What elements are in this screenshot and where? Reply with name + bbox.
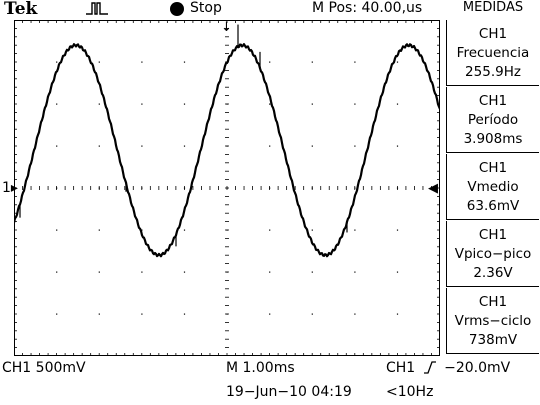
channel1-trace bbox=[14, 43, 440, 258]
measurement-name: Vpico−pico bbox=[454, 246, 532, 262]
measurement-mean[interactable]: CH1 Vmedio 63.6mV bbox=[446, 154, 539, 220]
pulse-trigger-icon bbox=[86, 2, 108, 15]
date-time: 19−Jun−10 04:19 bbox=[226, 384, 352, 400]
trace-noise-spikes bbox=[19, 24, 348, 247]
measurement-value: 255.9Hz bbox=[465, 64, 521, 80]
measurement-rms[interactable]: CH1 Vrms−ciclo 738mV bbox=[446, 288, 539, 354]
timebase: M 1.00ms bbox=[226, 360, 295, 376]
trigger-frequency: <10Hz bbox=[386, 384, 434, 400]
measurement-channel: CH1 bbox=[478, 160, 508, 176]
measurement-channel: CH1 bbox=[478, 26, 508, 42]
measurement-channel: CH1 bbox=[478, 93, 508, 109]
channel1-scale: CH1 500mV bbox=[2, 360, 86, 376]
measurement-name: Vrms−ciclo bbox=[454, 313, 532, 329]
trigger-channel: CH1 bbox=[386, 360, 416, 376]
brand-logo: Tek bbox=[4, 0, 38, 19]
measurement-value: 63.6mV bbox=[466, 198, 520, 214]
measurements-title: MEDIDAS bbox=[462, 0, 524, 15]
trigger-level: −20.0mV bbox=[444, 360, 511, 376]
horizontal-position: M Pos: 40.00,us bbox=[312, 0, 423, 16]
top-status-bar: Tek Stop M Pos: 40.00,us MEDIDAS bbox=[0, 0, 540, 19]
oscilloscope-screen bbox=[14, 20, 440, 356]
stop-indicator-icon bbox=[170, 2, 184, 16]
channel1-ground-marker: 1▸ bbox=[2, 180, 18, 196]
measurement-value: 3.908ms bbox=[463, 131, 523, 147]
acquisition-status: Stop bbox=[190, 0, 222, 16]
measurement-value: 738mV bbox=[468, 332, 518, 348]
measurement-frequency[interactable]: CH1 Frecuencia 255.9Hz bbox=[446, 20, 539, 86]
measurement-value: 2.36V bbox=[473, 265, 513, 281]
trigger-readout: CH1 −20.0mV bbox=[386, 360, 510, 376]
measurement-period[interactable]: CH1 Período 3.908ms bbox=[446, 87, 539, 153]
measurement-peak-to-peak[interactable]: CH1 Vpico−pico 2.36V bbox=[446, 221, 539, 287]
measurements-panel: CH1 Frecuencia 255.9Hz CH1 Período 3.908… bbox=[446, 20, 540, 358]
trigger-position-marker: ↓ bbox=[221, 20, 232, 35]
measurement-channel: CH1 bbox=[478, 294, 508, 310]
trigger-level-marker: ◀ bbox=[428, 181, 438, 196]
measurement-channel: CH1 bbox=[478, 227, 508, 243]
measurement-name: Vmedio bbox=[467, 179, 519, 195]
graticule bbox=[14, 20, 440, 356]
measurement-name: Frecuencia bbox=[456, 45, 530, 61]
rising-edge-icon bbox=[423, 361, 436, 374]
measurement-name: Período bbox=[467, 112, 519, 128]
